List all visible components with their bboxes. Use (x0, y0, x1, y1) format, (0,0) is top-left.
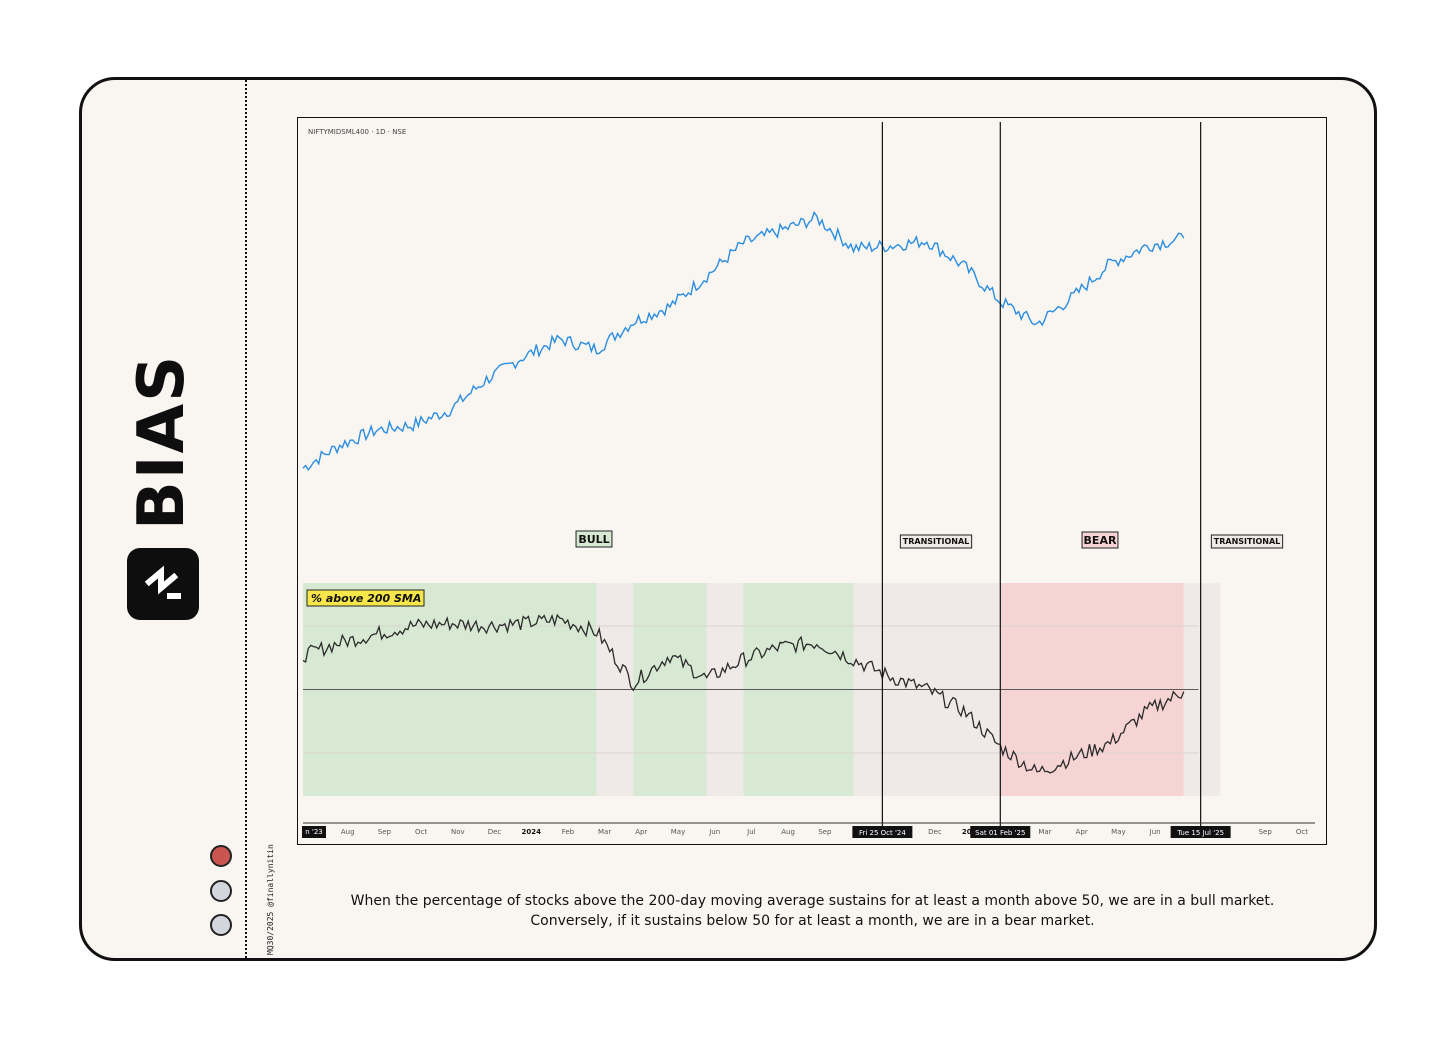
x-tick-5: Dec (488, 828, 502, 836)
regime-label-transitional: TRANSITIONAL (903, 537, 969, 546)
x-tick-0: n '23 (305, 828, 323, 836)
x-tick-22: Sep (1259, 828, 1273, 836)
regime-label-box-0 (575, 530, 613, 548)
x-tick-16: Dec (928, 828, 942, 836)
regime-label-bull: BULL (578, 533, 609, 546)
x-tick-12: Jul (746, 828, 756, 836)
dot-grey-2 (210, 914, 232, 936)
first-tick-badge (302, 826, 326, 838)
date-badge-label-2: Tue 15 Jul '25 (1176, 829, 1224, 837)
chart-frame: NIFTYMIDSML400 · 1D · NSE % above 200 SMA… (297, 117, 1327, 845)
x-tick-8: Mar (598, 828, 611, 836)
regime-label-bear: BEAR (1084, 534, 1117, 547)
x-tick-20: May (1111, 828, 1125, 836)
breadth-label-badge (306, 589, 425, 607)
x-tick-4: Nov (451, 828, 465, 836)
chart-title: NIFTYMIDSML400 · 1D · NSE (308, 128, 406, 136)
date-badge-0 (852, 826, 913, 838)
x-tick-6: 2024 (521, 828, 541, 836)
x-tick-13: Aug (781, 828, 795, 836)
x-tick-7: Feb (562, 828, 575, 836)
x-tick-3: Oct (415, 828, 427, 836)
date-badge-label-1: Sat 01 Feb '25 (975, 829, 1025, 837)
x-tick-1: Aug (341, 828, 355, 836)
x-tick-23: Oct (1296, 828, 1308, 836)
x-tick-2: Sep (378, 828, 392, 836)
credit: MQ30/2025 @finallynitin (266, 844, 275, 955)
date-badge-label-0: Fri 25 Oct '24 (859, 829, 906, 837)
x-tick-19: Apr (1076, 828, 1088, 836)
dotted-divider (245, 80, 247, 958)
caption: When the percentage of stocks above the … (350, 893, 1275, 929)
x-tick-21: Jun (1149, 828, 1161, 836)
breadth-line (302, 613, 1185, 774)
regime-label-box-2 (1081, 531, 1119, 549)
price-line (302, 210, 1185, 472)
regime-label-box-1 (899, 534, 973, 549)
dot-red (210, 845, 232, 867)
regime-label-transitional: TRANSITIONAL (1214, 537, 1280, 546)
x-tick-18: Mar (1038, 828, 1051, 836)
x-tick-14: Sep (818, 828, 832, 836)
bias-logo-icon (127, 548, 199, 620)
x-tick-9: Apr (635, 828, 647, 836)
x-tick-10: May (671, 828, 685, 836)
date-badge-2 (1170, 826, 1231, 838)
chart-svg: NIFTYMIDSML400 · 1D · NSE % above 200 SMA… (302, 122, 1315, 838)
regime-label-box-3 (1210, 534, 1284, 549)
date-badge-1 (970, 826, 1031, 838)
breadth-label: % above 200 SMA (311, 592, 421, 605)
dot-grey-1 (210, 880, 232, 902)
x-tick-11: Jun (708, 828, 720, 836)
brand-name: BIAS (125, 353, 199, 530)
